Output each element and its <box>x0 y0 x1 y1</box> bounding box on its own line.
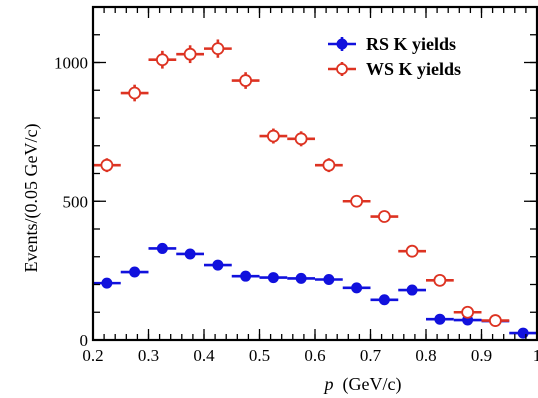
legend-ws-label: WS K yields <box>366 59 461 79</box>
rs-data-point <box>156 242 168 254</box>
x-tick-label: 0.4 <box>193 346 215 365</box>
x-tick-label: 0.5 <box>249 346 270 365</box>
x-axis-unit: (GeV/c) <box>343 374 402 395</box>
tick-labels-layer: 0.2 0.3 0.4 0.5 0.6 0.7 0.8 0.9 1 0 500 1000 <box>54 54 538 366</box>
x-tick-label: 0.7 <box>360 346 382 365</box>
ws-data-point <box>155 53 169 67</box>
ws-data-point <box>461 305 475 319</box>
ws-data-point <box>266 129 280 143</box>
rs-data-point <box>295 272 307 284</box>
y-axis-label: Events/(0.05 GeV/c) <box>21 124 42 273</box>
ws-data-point <box>294 132 308 146</box>
ws-data-point <box>350 194 364 208</box>
rs-data-point <box>378 294 390 306</box>
markers-layer <box>100 42 529 339</box>
x-tick-label: 0.2 <box>82 346 103 365</box>
ws-data-point <box>433 273 447 287</box>
ws-data-point <box>183 47 197 61</box>
x-tick-label: 0.3 <box>138 346 159 365</box>
x-tick-label: 0.6 <box>304 346 325 365</box>
legend-entry-ws: WS K yields <box>328 59 461 79</box>
legend-entry-rs: RS K yields <box>328 34 456 54</box>
ws-data-point <box>405 244 419 258</box>
rs-data-point <box>129 266 141 278</box>
x-axis-variable: p <box>323 374 334 394</box>
rs-data-point <box>434 313 446 325</box>
rs-data-point <box>517 327 529 339</box>
ws-data-point <box>211 42 225 56</box>
legend-rs-label: RS K yields <box>366 34 456 54</box>
ws-data-point <box>100 158 114 172</box>
x-tick-label: 0.9 <box>471 346 492 365</box>
rs-data-point <box>101 277 113 289</box>
rs-data-point <box>323 274 335 286</box>
rs-data-point <box>212 259 224 271</box>
rs-data-point <box>351 282 363 294</box>
rs-data-point <box>406 284 418 296</box>
y-tick-label: 500 <box>63 192 89 211</box>
ws-data-point <box>128 86 142 100</box>
ws-data-point <box>322 158 336 172</box>
legend: RS K yields WS K yields <box>328 34 461 79</box>
axis-ticks-layer <box>92 6 538 341</box>
rs-data-point <box>267 272 279 284</box>
y-tick-label: 1000 <box>54 54 88 73</box>
x-tick-label: 0.8 <box>415 346 436 365</box>
legend-ws-marker <box>336 63 348 75</box>
rs-data-point <box>240 270 252 282</box>
ws-data-point <box>488 314 502 327</box>
error-bars-layer <box>93 39 537 335</box>
ws-data-point <box>239 74 253 87</box>
x-axis-label: p (GeV/c) <box>323 374 402 395</box>
ws-data-point <box>377 210 391 223</box>
y-tick-label: 0 <box>80 331 89 350</box>
x-tick-label: 1 <box>533 346 538 365</box>
legend-rs-marker <box>336 38 348 50</box>
rs-data-point <box>184 248 196 260</box>
